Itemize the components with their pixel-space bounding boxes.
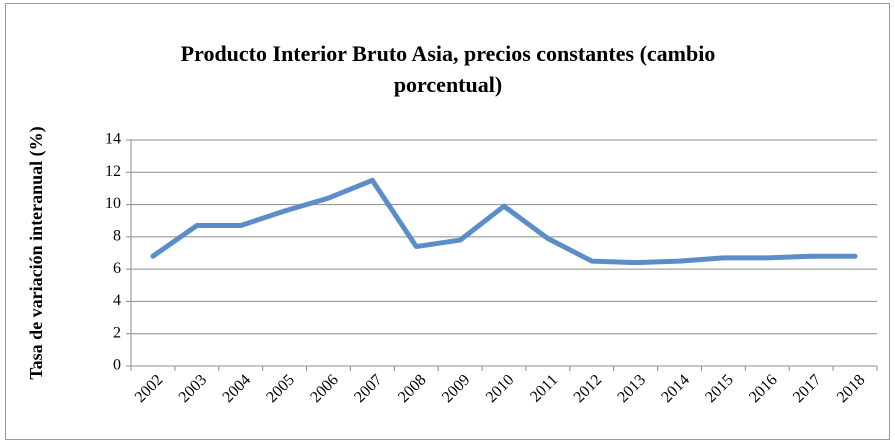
y-tick-label: 6 [113, 260, 121, 277]
y-tick-label: 12 [105, 163, 121, 180]
y-tick-label: 8 [113, 228, 121, 245]
chart-border [5, 3, 890, 440]
chart-title: Producto Interior Bruto Asia, precios co… [180, 41, 716, 97]
y-tick-label: 4 [113, 292, 121, 309]
data-line [150, 177, 858, 266]
y-tick-label: 10 [105, 195, 121, 212]
y-tick-label: 14 [105, 131, 121, 148]
y-axis-label: Tasa de variación interanual (%) [26, 126, 47, 379]
y-tick-label: 2 [113, 324, 121, 341]
y-tick-label: 0 [113, 357, 121, 374]
